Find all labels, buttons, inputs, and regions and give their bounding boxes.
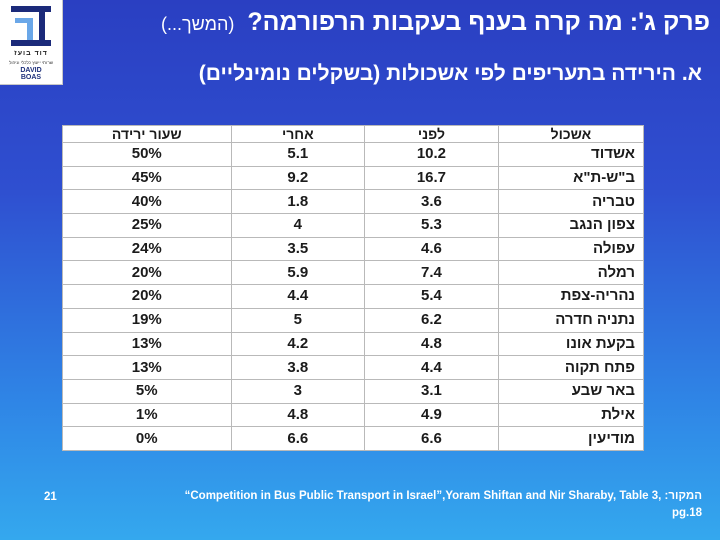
after-cell: 3.5 <box>230 236 366 262</box>
source-note: המקור: “Competition in Bus Public Transp… <box>185 490 702 502</box>
before-cell: 4.9 <box>364 402 499 428</box>
source-page: pg.18 <box>671 507 702 519</box>
cluster-cell: נתניה חדרה <box>497 307 645 333</box>
decline-cell: 0% <box>62 426 232 451</box>
before-cell: 4.4 <box>364 355 499 380</box>
after-cell: 9.2 <box>230 165 366 191</box>
before-cell: 7.4 <box>364 260 499 286</box>
before-cell: 5.3 <box>364 213 499 238</box>
decline-cell: 40% <box>62 189 232 215</box>
cluster-cell: נהריה-צפת <box>497 284 645 309</box>
table-row: עפולה 4.6 3.5 24% <box>62 236 645 262</box>
table-row: אילת 4.9 4.8 1% <box>62 402 645 428</box>
decline-cell: 24% <box>62 236 232 262</box>
before-cell: 6.2 <box>364 307 499 333</box>
table-header-row: אשכול לפני אחרי שעור ירידה <box>62 125 645 143</box>
logo-mark-icon <box>11 6 51 46</box>
slide-title-text: פרק ג': מה קרה בענף בעקבות הרפורמה? <box>247 8 710 36</box>
table-row: ב"ש-ת"א 16.7 9.2 45% <box>62 165 645 191</box>
decline-cell: 20% <box>62 260 232 286</box>
column-header-after: אחרי <box>230 125 366 143</box>
table-row: באר שבע 3.1 3 5% <box>62 378 645 404</box>
decline-cell: 50% <box>62 142 232 167</box>
decline-cell: 5% <box>62 378 232 404</box>
after-cell: 4 <box>230 213 366 238</box>
decline-cell: 19% <box>62 307 232 333</box>
after-cell: 6.6 <box>230 426 366 451</box>
page-number: 21 <box>44 491 57 503</box>
decline-cell: 25% <box>62 213 232 238</box>
decline-cell: 45% <box>62 165 232 191</box>
decline-cell: 13% <box>62 355 232 380</box>
fares-table-container: אשכול לפני אחרי שעור ירידה אשדוד 10.2 5.… <box>62 125 645 451</box>
after-cell: 4.4 <box>230 284 366 309</box>
before-cell: 4.8 <box>364 331 499 357</box>
table-row: נהריה-צפת 5.4 4.4 20% <box>62 284 645 309</box>
decline-cell: 20% <box>62 284 232 309</box>
slide-subtitle: א. הירידה בתעריפים לפי אשכולות (בשקלים נ… <box>198 62 702 85</box>
logo-hebrew-name: דוד בועז <box>14 50 48 57</box>
before-cell: 6.6 <box>364 426 499 451</box>
decline-cell: 1% <box>62 402 232 428</box>
table-row: מודיעין 6.6 6.6 0% <box>62 426 645 451</box>
company-logo: דוד בועז שרותי ייעוץ כלכלי וניהול DAVID … <box>0 0 63 85</box>
cluster-cell: בקעת אונו <box>497 331 645 357</box>
after-cell: 5.1 <box>230 142 366 167</box>
table-row: בקעת אונו 4.8 4.2 13% <box>62 331 645 357</box>
cluster-cell: טבריה <box>497 189 645 215</box>
before-cell: 5.4 <box>364 284 499 309</box>
after-cell: 4.8 <box>230 402 366 428</box>
cluster-cell: פתח תקוה <box>497 355 645 380</box>
after-cell: 3 <box>230 378 366 404</box>
before-cell: 3.6 <box>364 189 499 215</box>
before-cell: 3.1 <box>364 378 499 404</box>
fares-table: אשכול לפני אחרי שעור ירידה אשדוד 10.2 5.… <box>62 125 645 451</box>
source-citation: “Competition in Bus Public Transport in … <box>184 490 662 502</box>
table-row: אשדוד 10.2 5.1 50% <box>62 142 645 167</box>
after-cell: 5 <box>230 307 366 333</box>
slide-title-continued: (המשך...) <box>161 14 235 34</box>
slide-title: פרק ג': מה קרה בענף בעקבות הרפורמה? (המש… <box>70 8 710 37</box>
table-row: טבריה 3.6 1.8 40% <box>62 189 645 215</box>
after-cell: 1.8 <box>230 189 366 215</box>
logo-english-line2: BOAS <box>20 74 42 81</box>
table-row: רמלה 7.4 5.9 20% <box>62 260 645 286</box>
column-header-decline-rate: שעור ירידה <box>62 125 232 143</box>
column-header-cluster: אשכול <box>497 125 645 143</box>
cluster-cell: אשדוד <box>497 142 645 167</box>
cluster-cell: עפולה <box>497 236 645 262</box>
logo-english-line1: DAVID <box>20 67 42 74</box>
cluster-cell: באר שבע <box>497 378 645 404</box>
logo-english-name: DAVID BOAS <box>0 67 62 81</box>
before-cell: 10.2 <box>364 142 499 167</box>
before-cell: 16.7 <box>364 165 499 191</box>
table-row: פתח תקוה 4.4 3.8 13% <box>62 355 645 380</box>
table-row: צפון הנגב 5.3 4 25% <box>62 213 645 238</box>
cluster-cell: מודיעין <box>497 426 645 451</box>
after-cell: 3.8 <box>230 355 366 380</box>
source-label: המקור: <box>664 490 702 502</box>
before-cell: 4.6 <box>364 236 499 262</box>
cluster-cell: צפון הנגב <box>497 213 645 238</box>
after-cell: 5.9 <box>230 260 366 286</box>
logo-tagline: שרותי ייעוץ כלכלי וניהול <box>8 60 54 65</box>
after-cell: 4.2 <box>230 331 366 357</box>
cluster-cell: רמלה <box>497 260 645 286</box>
decline-cell: 13% <box>62 331 232 357</box>
cluster-cell: אילת <box>497 402 645 428</box>
cluster-cell: ב"ש-ת"א <box>497 165 645 191</box>
column-header-before: לפני <box>364 125 499 143</box>
table-row: נתניה חדרה 6.2 5 19% <box>62 307 645 333</box>
